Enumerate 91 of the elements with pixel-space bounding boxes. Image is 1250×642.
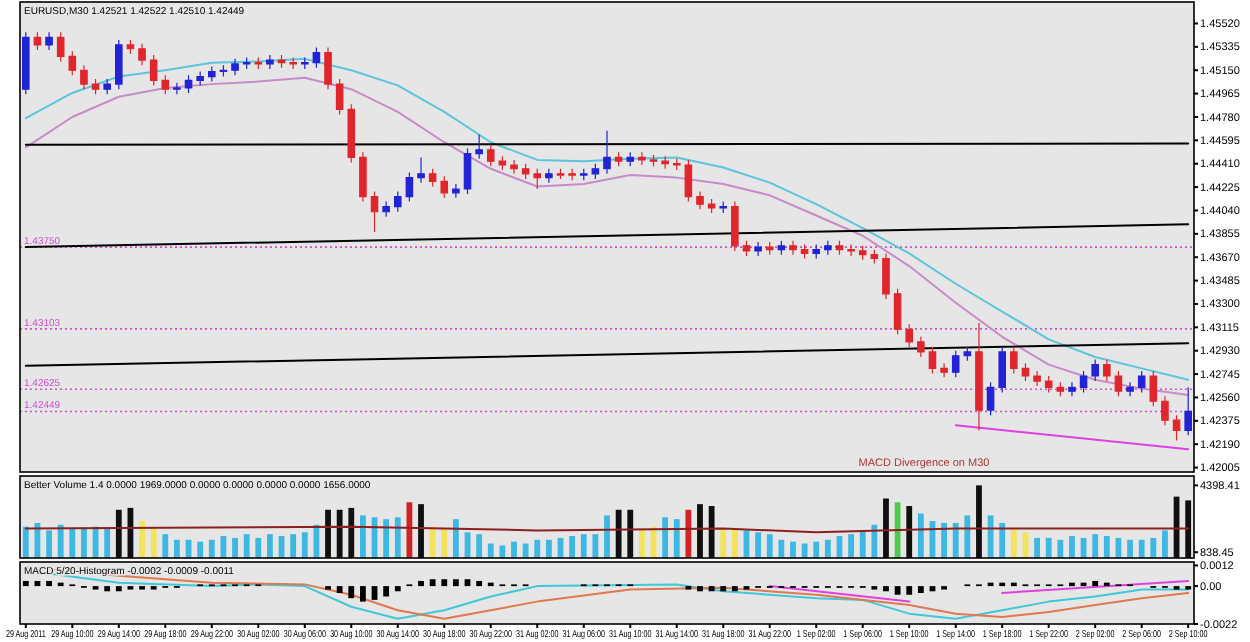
candlestick [789, 240, 797, 256]
candlestick [359, 151, 367, 203]
candlestick [393, 190, 402, 213]
candlestick [486, 144, 495, 167]
candlestick [556, 168, 565, 180]
candlestick [579, 168, 588, 181]
candlestick [684, 159, 693, 203]
candlestick [614, 151, 623, 167]
candlestick [242, 56, 251, 70]
candlestick [800, 243, 809, 260]
candlestick [22, 31, 30, 95]
candlestick [382, 201, 390, 218]
candlestick [440, 175, 449, 199]
candlestick [91, 78, 100, 95]
candlestick [370, 190, 379, 233]
candlestick [1033, 370, 1041, 387]
candlestick [986, 381, 995, 416]
candlestick [835, 240, 844, 256]
candlestick [475, 134, 483, 160]
candlestick [405, 171, 414, 203]
candlestick [196, 70, 204, 86]
candlestick [312, 46, 321, 69]
candlestick [300, 56, 309, 70]
candlestick [1184, 386, 1192, 436]
candlestick [521, 163, 530, 180]
candlestick [184, 74, 193, 94]
candlestick [103, 78, 111, 95]
candlestick [33, 31, 42, 51]
candlestick [1126, 381, 1134, 397]
candlestick [277, 54, 286, 69]
candlestick [603, 130, 611, 175]
candlestick [1172, 414, 1181, 442]
candlestick [975, 322, 983, 431]
candlestick [1091, 358, 1099, 382]
candlestick [858, 245, 867, 261]
candlestick [533, 168, 542, 190]
candlestick [731, 201, 739, 252]
candlestick [254, 56, 263, 70]
candlestick [545, 168, 553, 184]
candlestick [917, 336, 925, 358]
candlestick [266, 54, 274, 70]
candlestick [824, 240, 832, 256]
candlestick [324, 46, 332, 90]
candlestick [882, 252, 890, 300]
candlestick [498, 155, 507, 171]
candlestick [208, 65, 216, 83]
candlestick [231, 58, 239, 76]
candlestick [138, 43, 146, 66]
candlestick [928, 346, 937, 375]
candlestick [777, 240, 786, 256]
candlestick [1137, 370, 1146, 393]
candlestick [510, 159, 518, 175]
candlestick [80, 64, 88, 90]
candlestick [1068, 381, 1076, 397]
candlestick [742, 240, 751, 257]
candlestick [626, 151, 635, 167]
candlestick [417, 156, 425, 184]
candlestick [998, 346, 1006, 393]
candlestick [115, 39, 123, 90]
candlestick [893, 288, 902, 335]
candlestick [219, 64, 228, 78]
candlestick [719, 201, 728, 214]
candlestick [463, 147, 472, 195]
candlestick [126, 39, 135, 55]
candlestick [905, 323, 914, 348]
candlestick [754, 241, 762, 257]
candlestick [765, 241, 774, 256]
candlestick [591, 163, 600, 180]
candlestick [847, 243, 855, 257]
candlestick [812, 243, 821, 260]
candlestick [45, 31, 53, 51]
candlestick [638, 151, 646, 166]
candlestick [568, 168, 576, 181]
candlestick [661, 155, 669, 170]
candlestick [1079, 370, 1088, 393]
candlestick [940, 362, 948, 378]
candlestick [707, 198, 716, 214]
candlestick [428, 168, 437, 188]
candlestick [1161, 395, 1169, 426]
candlestick [173, 82, 181, 95]
candlestick [649, 154, 658, 167]
candlestick [1114, 370, 1123, 397]
candlestick [452, 183, 460, 199]
candlestick [1021, 362, 1030, 382]
candlestick [1010, 346, 1018, 375]
candlestick [870, 249, 879, 265]
candlestick [696, 190, 704, 210]
candlestick [672, 158, 681, 171]
candlestick [289, 56, 297, 70]
candlestick [1149, 370, 1158, 407]
candlestick [1103, 358, 1111, 382]
